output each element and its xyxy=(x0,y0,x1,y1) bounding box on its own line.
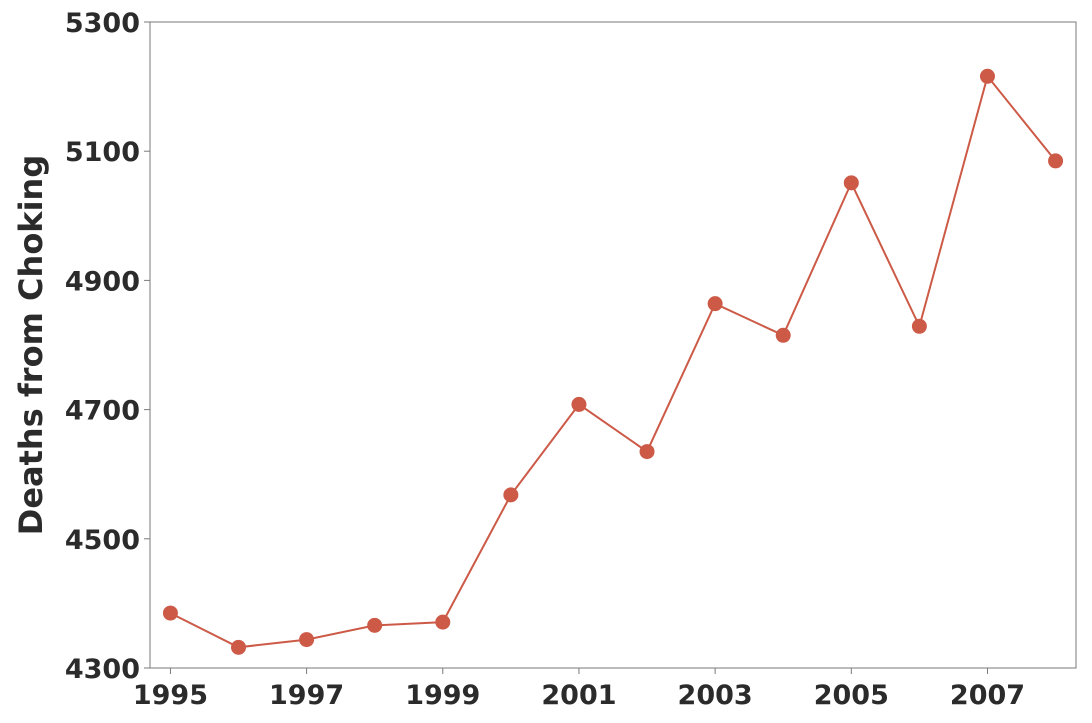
plot-area xyxy=(149,21,1077,669)
data-point xyxy=(435,614,451,630)
y-tick-label: 5300 xyxy=(65,8,140,39)
data-point xyxy=(367,617,383,633)
data-point xyxy=(911,318,927,334)
data-point xyxy=(162,605,178,621)
y-tick-label: 4700 xyxy=(65,396,140,427)
x-tick-label: 1997 xyxy=(269,680,344,711)
data-point xyxy=(1048,153,1064,169)
data-point xyxy=(707,296,723,312)
data-point xyxy=(571,396,587,412)
series-line xyxy=(169,74,1057,649)
x-tick-label: 2007 xyxy=(950,680,1025,711)
y-tick-label: 4300 xyxy=(65,654,140,685)
y-axis: 4300 4500 4700 4900 5100 5300 xyxy=(65,8,150,685)
x-tick-label: 1995 xyxy=(133,680,208,711)
data-point xyxy=(299,632,315,648)
y-axis-label: Deaths from Choking xyxy=(12,155,50,535)
y-tick-label: 4900 xyxy=(65,266,140,297)
data-point xyxy=(843,175,859,191)
series-layer xyxy=(162,68,1064,655)
y-tick-label: 5100 xyxy=(65,137,140,168)
y-tick-label: 4500 xyxy=(65,525,140,556)
x-tick-label: 1999 xyxy=(405,680,480,711)
x-tick-label: 2005 xyxy=(814,680,889,711)
data-point xyxy=(639,444,655,460)
x-tick-label: 2003 xyxy=(678,680,753,711)
data-point xyxy=(775,327,791,343)
data-point xyxy=(503,487,519,503)
x-tick-label: 2001 xyxy=(541,680,616,711)
x-axis: 1995 1997 1999 2001 2003 2005 2007 xyxy=(133,668,1025,711)
data-point xyxy=(979,68,995,84)
data-point xyxy=(231,639,247,655)
